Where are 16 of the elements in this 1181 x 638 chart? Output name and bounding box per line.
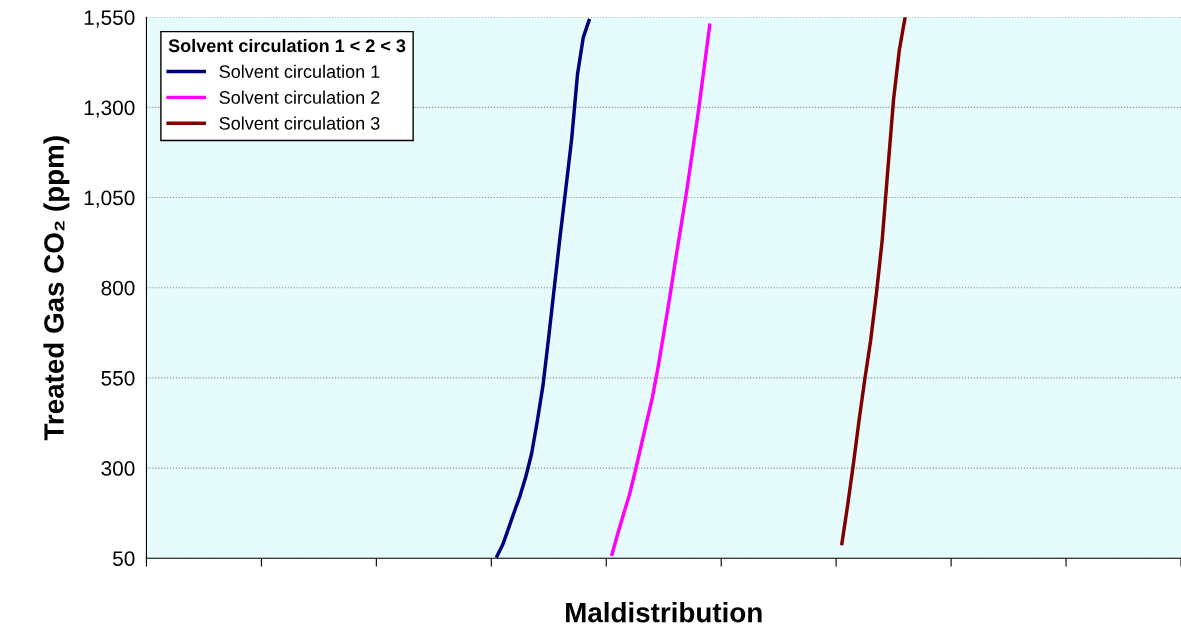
legend-label: Solvent circulation 3 [219, 116, 380, 130]
legend-title: Solvent circulation 1 < 2 < 3 [168, 38, 406, 53]
legend-label: Solvent circulation 1 [219, 64, 380, 79]
y-tick-label: 1,050 [84, 190, 135, 208]
y-tick-label: 300 [101, 461, 135, 476]
y-tick-label: 550 [101, 370, 135, 386]
y-tick-label: 1,300 [84, 100, 135, 118]
x-axis-title: Maldistribution [566, 602, 762, 623]
y-tick-label: 800 [101, 280, 135, 296]
line-series [495, 18, 591, 558]
y-axis-title: Treated Gas CO₂ (ppm) [43, 136, 70, 441]
line-series [610, 23, 712, 557]
y-tick-label: 50 [113, 551, 135, 566]
legend-label: Solvent circulation 2 [219, 90, 380, 104]
y-tick-label: 1,550 [84, 10, 135, 28]
line-series [840, 17, 907, 546]
